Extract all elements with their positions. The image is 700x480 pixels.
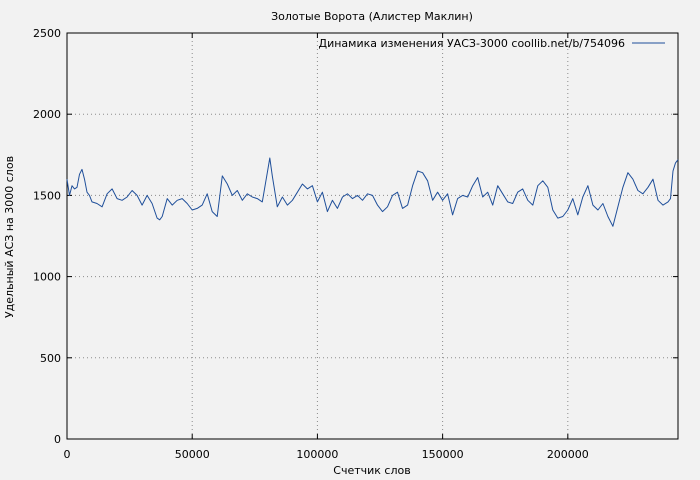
x-tick-label: 200000: [547, 448, 589, 461]
y-tick-label: 2500: [33, 27, 61, 40]
y-tick-label: 500: [40, 352, 61, 365]
chart-title: Золотые Ворота (Алистер Маклин): [271, 10, 473, 23]
y-tick-label: 2000: [33, 108, 61, 121]
x-axis-label: Счетчик слов: [333, 464, 410, 477]
y-tick-label: 0: [54, 433, 61, 446]
y-tick-label: 1000: [33, 271, 61, 284]
x-tick-label: 150000: [422, 448, 464, 461]
plot-frame: [66, 32, 679, 440]
plot-area: [67, 33, 678, 439]
x-tick-label: 100000: [296, 448, 338, 461]
series-group: [66, 157, 679, 227]
y-tick-label: 1500: [33, 189, 61, 202]
x-tick-label: 0: [64, 448, 71, 461]
legend-label: Динамика изменения УАСЗ-3000 coollib.net…: [319, 37, 626, 50]
series-line: [66, 157, 679, 227]
y-axis-label: Удельный АСЗ на 3000 слов: [3, 156, 16, 318]
ticks: 0 500 1000 1500 2000 2500 0 50000 100000 150000 20…: [33, 27, 678, 461]
legend: Динамика изменения УАСЗ-3000 coollib.net…: [319, 37, 665, 50]
x-tick-label: 50000: [175, 448, 210, 461]
